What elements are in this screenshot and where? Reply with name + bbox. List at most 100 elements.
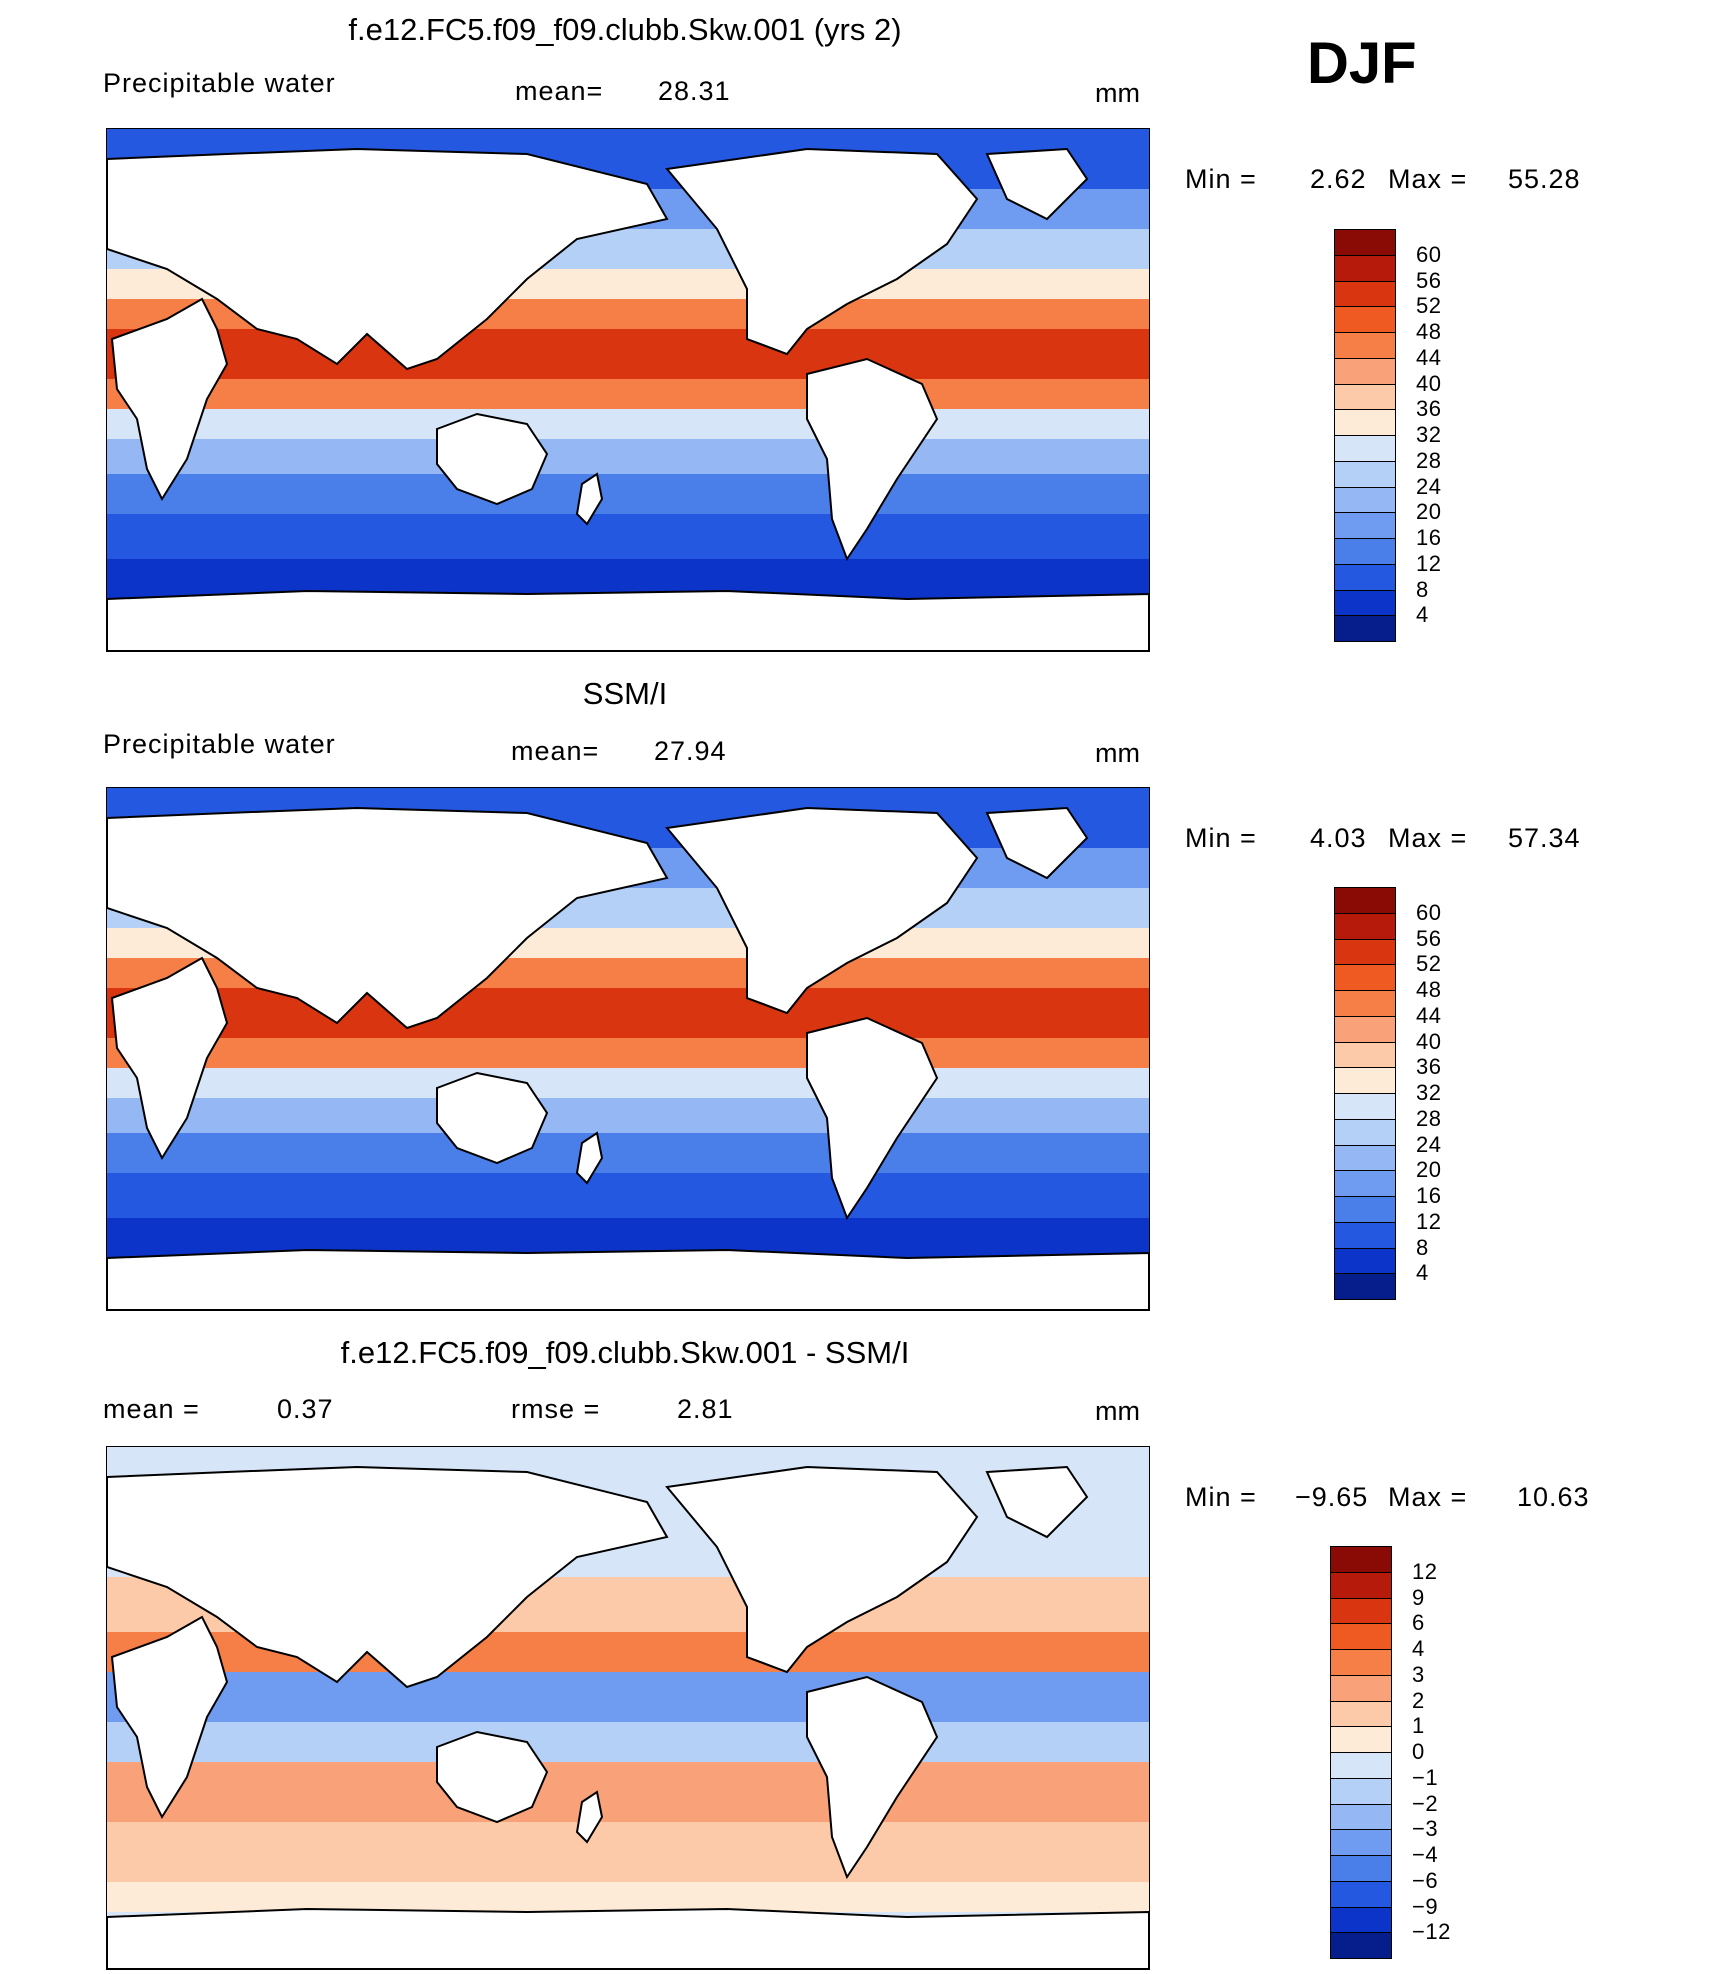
panel1-max-label: Max = <box>1388 164 1468 194</box>
panel1-map <box>106 128 1150 652</box>
panel3-field <box>107 1447 1149 1969</box>
coastline <box>985 806 1089 880</box>
colorbar-segment <box>1334 435 1396 462</box>
colorbar-segment <box>1334 1093 1396 1120</box>
colorbar-tick-label: 28 <box>1416 1105 1442 1131</box>
colorbar-segment <box>1330 1906 1392 1934</box>
field-band <box>107 1098 1149 1133</box>
field-band <box>107 474 1149 514</box>
colorbar-segment <box>1334 615 1396 642</box>
panel2-title: SSM/I <box>582 676 668 711</box>
colorbar-segment <box>1334 1041 1396 1069</box>
colorbar-tick-label: 4 <box>1412 1636 1425 1661</box>
panel3-map <box>106 1446 1150 1970</box>
colorbar-segment <box>1334 589 1396 617</box>
colorbar-tick-label: 44 <box>1416 344 1442 370</box>
colorbar-tick-label: −1 <box>1412 1764 1439 1790</box>
coastline <box>985 147 1089 221</box>
panel1-field <box>107 129 1149 651</box>
colorbar-tick-label: 52 <box>1416 951 1442 977</box>
colorbar-segment <box>1330 1623 1392 1650</box>
colorbar-tick-label: 4 <box>1416 602 1429 628</box>
colorbar-segment <box>1334 938 1396 966</box>
field-band <box>107 1722 1149 1762</box>
colorbar-segment <box>1334 1144 1396 1172</box>
colorbar-segment <box>1334 512 1396 539</box>
panel2-map <box>106 787 1150 1311</box>
colorbar-tick-label: −2 <box>1412 1790 1439 1816</box>
colorbar-segment <box>1330 1571 1392 1599</box>
coastline <box>110 297 229 502</box>
field-band <box>107 439 1149 474</box>
field-band <box>107 379 1149 409</box>
coastline <box>110 1615 229 1820</box>
coastline <box>665 147 979 356</box>
colorbar-tick-label: 24 <box>1416 1131 1442 1157</box>
colorbar-segment <box>1334 409 1396 436</box>
field-band <box>107 1133 1149 1173</box>
coastline <box>107 1465 669 1689</box>
panel3-rmse-value: 2.81 <box>677 1394 734 1424</box>
colorbar-tick-label: 12 <box>1416 550 1442 576</box>
colorbar-segment <box>1334 332 1396 359</box>
colorbar-segment <box>1330 1674 1392 1702</box>
panel3-mean-value: 0.37 <box>277 1394 334 1424</box>
colorbar-segment <box>1334 912 1396 940</box>
colorbar-tick-label: 44 <box>1416 1002 1442 1028</box>
panel1-min-value: 2.62 <box>1310 164 1367 194</box>
colorbar-tick-label: 32 <box>1416 1080 1442 1105</box>
coastline <box>436 1730 549 1824</box>
panel3-max-value: 10.63 <box>1517 1482 1590 1512</box>
coastline <box>107 147 669 371</box>
colorbar-tick-label: 20 <box>1416 1157 1442 1183</box>
colorbar-tick-label: 40 <box>1416 370 1442 396</box>
coastline <box>575 472 604 526</box>
colorbar-tick-label: 60 <box>1416 899 1442 925</box>
panel3-max-label: Max = <box>1388 1482 1468 1512</box>
panel3-colorbar: 12 9 6 4 3 2 1 0 −1 −2 −3 −4 −6 −9 −12 <box>1330 1546 1450 1959</box>
panel1-title: f.e12.FC5.f09_f09.clubb.Skw.001 (yrs 2) <box>348 12 902 47</box>
colorbar-segment <box>1330 1752 1392 1779</box>
panel3-units: mm <box>1095 1396 1140 1426</box>
panel2-colorbar: 60 56 52 48 44 40 36 32 28 24 20 16 12 8 4 <box>1334 887 1441 1300</box>
field-band <box>107 514 1149 559</box>
coastline <box>806 1016 939 1221</box>
colorbar-tick-label: 4 <box>1416 1260 1429 1286</box>
colorbar-segment <box>1334 1067 1396 1094</box>
colorbar-segment <box>1334 990 1396 1017</box>
panel2-variable-label: Precipitable water <box>103 729 336 759</box>
colorbar-segment <box>1330 1726 1392 1753</box>
colorbar-tick-label: 56 <box>1416 267 1442 293</box>
field-band <box>107 1672 1149 1722</box>
panel3-title: f.e12.FC5.f09_f09.clubb.Skw.001 - SSM/I <box>340 1335 910 1370</box>
colorbar-segment <box>1334 1273 1396 1300</box>
coastline <box>107 589 1149 651</box>
field-band <box>107 329 1149 379</box>
panel1-colorbar: 60 56 52 48 44 40 36 32 28 24 20 16 12 8 4 <box>1334 229 1441 642</box>
colorbar-segment <box>1334 1221 1396 1249</box>
colorbar-segment <box>1334 460 1396 488</box>
colorbar-segment <box>1334 306 1396 333</box>
colorbar-tick-label: 9 <box>1412 1584 1425 1610</box>
colorbar-segment <box>1334 964 1396 991</box>
colorbar-segment <box>1330 1803 1392 1831</box>
colorbar-tick-label: −12 <box>1412 1919 1451 1945</box>
colorbar-tick-label: 16 <box>1416 1183 1442 1208</box>
colorbar-tick-label: 0 <box>1412 1739 1425 1764</box>
colorbar-tick-label: 1 <box>1412 1713 1425 1739</box>
coastline <box>107 806 669 1030</box>
colorbar-segment <box>1334 254 1396 282</box>
coastline <box>806 357 939 562</box>
colorbar-segment <box>1330 1932 1392 1959</box>
colorbar-segment <box>1334 538 1396 565</box>
colorbar-tick-label: 24 <box>1416 473 1442 499</box>
coastline <box>436 1071 549 1165</box>
colorbar-tick-label: 28 <box>1416 447 1442 473</box>
panel3-rmse-label: rmse = <box>511 1394 601 1424</box>
panel1-mean-value: 28.31 <box>658 76 731 106</box>
coastline <box>665 806 979 1015</box>
colorbar-tick-label: 20 <box>1416 499 1442 525</box>
colorbar-tick-label: 32 <box>1416 422 1442 447</box>
colorbar-tick-label: −9 <box>1412 1893 1439 1919</box>
field-band <box>107 1038 1149 1068</box>
